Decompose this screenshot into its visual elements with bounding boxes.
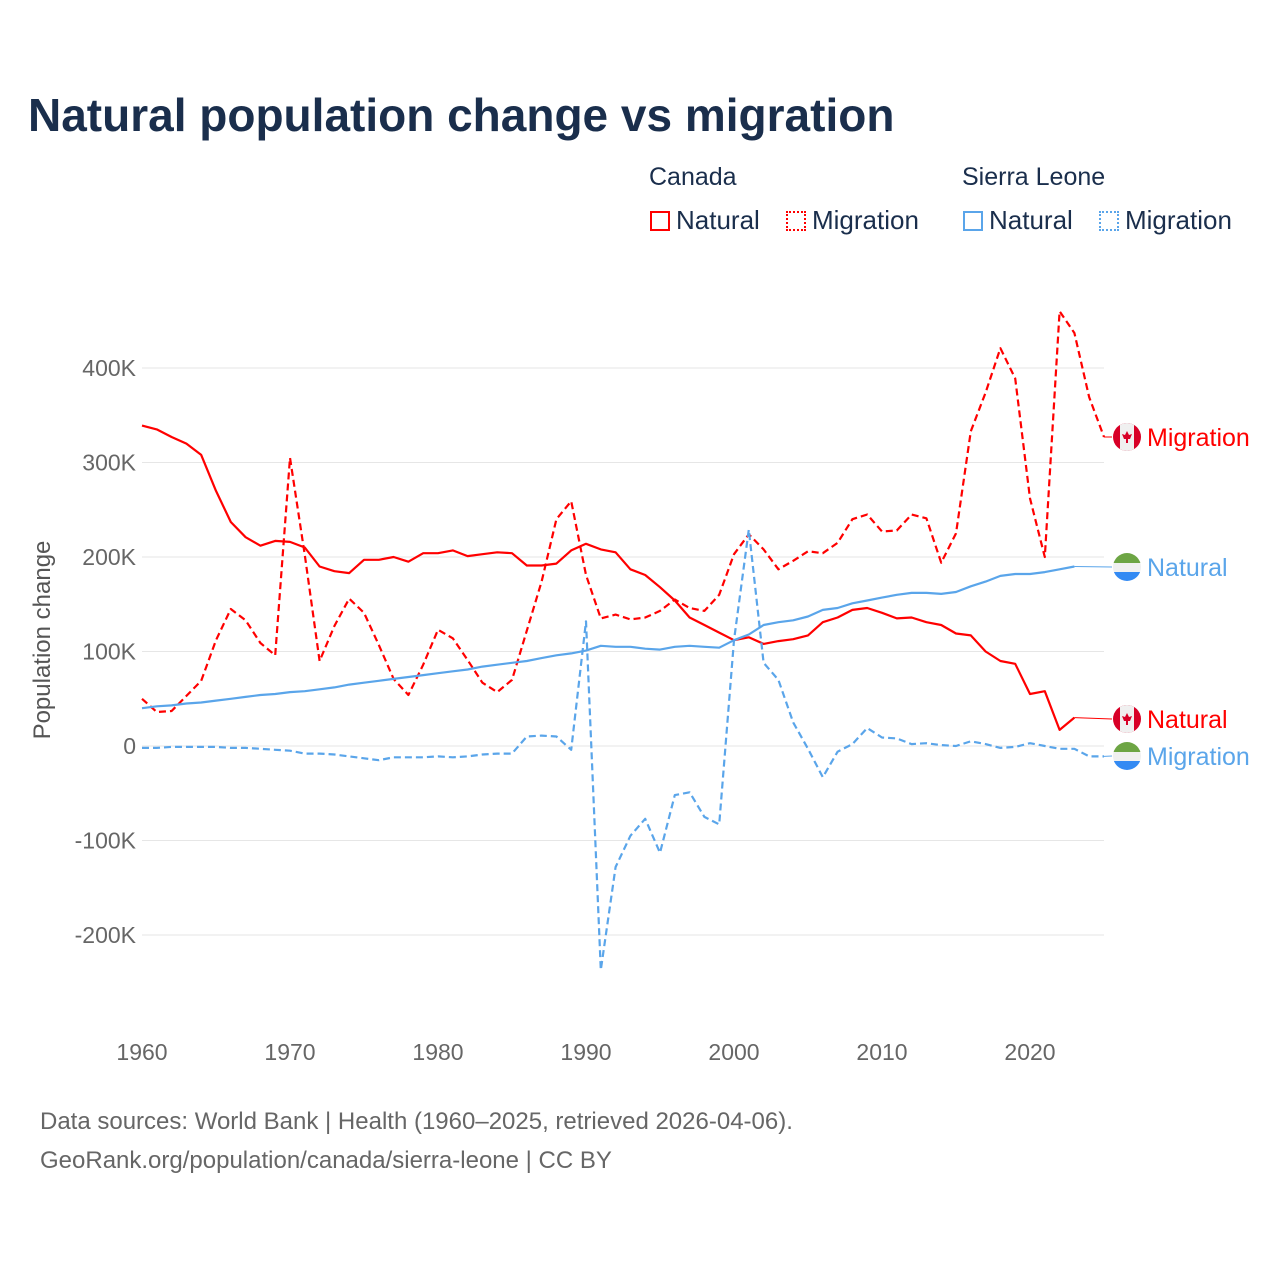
series-end-label: Migration	[1147, 743, 1250, 771]
x-tick-label: 2020	[1004, 1039, 1055, 1065]
legend-canada-natural[interactable]: Natural	[650, 205, 760, 236]
y-tick-label: 0	[123, 733, 136, 759]
flag-blue	[1113, 761, 1141, 770]
x-tick-label: 1960	[116, 1039, 167, 1065]
legend-sierra-leone-natural[interactable]: Natural	[963, 205, 1073, 236]
sierra-leone-flag-icon	[1113, 742, 1141, 770]
series-end-label: Migration	[1147, 424, 1250, 452]
y-axis-label: Population change	[29, 541, 56, 740]
series-end-label: Natural	[1147, 706, 1228, 734]
chart-title: Natural population change vs migration	[28, 89, 895, 141]
solid-swatch-icon	[963, 210, 983, 231]
legend-group-canada: Canada	[649, 163, 737, 191]
legend-label: Migration	[1125, 205, 1232, 235]
maple-leaf-icon	[1122, 713, 1132, 725]
y-tick-label: 100K	[82, 639, 136, 665]
y-tick-label: -200K	[75, 922, 137, 948]
sierra-leone-flag-icon	[1113, 553, 1141, 581]
legend-label: Migration	[812, 205, 919, 235]
legend-sierra-leone-migration[interactable]: Migration	[1099, 205, 1232, 236]
solid-swatch-icon	[650, 210, 670, 231]
label-connector	[1074, 565, 1113, 568]
label-connector	[1074, 717, 1113, 720]
dotted-swatch-icon	[1099, 210, 1119, 231]
flag-green	[1113, 742, 1141, 752]
x-tick-label: 2010	[856, 1039, 907, 1065]
y-tick-label: 200K	[82, 544, 136, 570]
legend-canada-migration[interactable]: Migration	[786, 205, 919, 236]
canada-flag-icon	[1113, 705, 1141, 733]
y-tick-label: -100K	[75, 828, 137, 854]
footer-sources: Data sources: World Bank | Health (1960–…	[40, 1108, 793, 1135]
flag-white	[1113, 563, 1141, 572]
series-line-canada-migration	[141, 310, 1106, 714]
legend-label: Natural	[989, 205, 1073, 235]
x-tick-label: 2000	[708, 1039, 759, 1065]
flag-green	[1113, 553, 1141, 563]
maple-leaf-icon	[1122, 431, 1132, 443]
canada-flag-icon	[1113, 423, 1141, 451]
dotted-swatch-icon	[786, 210, 806, 231]
x-tick-label: 1970	[264, 1039, 315, 1065]
x-tick-label: 1980	[412, 1039, 463, 1065]
series-line-canada-natural	[141, 424, 1076, 731]
series-line-sierra-leone-natural	[141, 565, 1075, 710]
legend-group-sierra-leone: Sierra Leone	[962, 163, 1106, 191]
y-tick-label: 300K	[82, 450, 136, 476]
x-tick-label: 1990	[560, 1039, 611, 1065]
series-line-sierra-leone-migration	[142, 528, 1104, 972]
footer-link[interactable]: GeoRank.org/population/canada/sierra-leo…	[40, 1147, 612, 1174]
y-tick-label: 400K	[82, 355, 136, 381]
legend-label: Natural	[676, 205, 760, 235]
flag-blue	[1113, 572, 1141, 581]
series-end-label: Natural	[1147, 554, 1228, 582]
flag-white	[1113, 752, 1141, 761]
